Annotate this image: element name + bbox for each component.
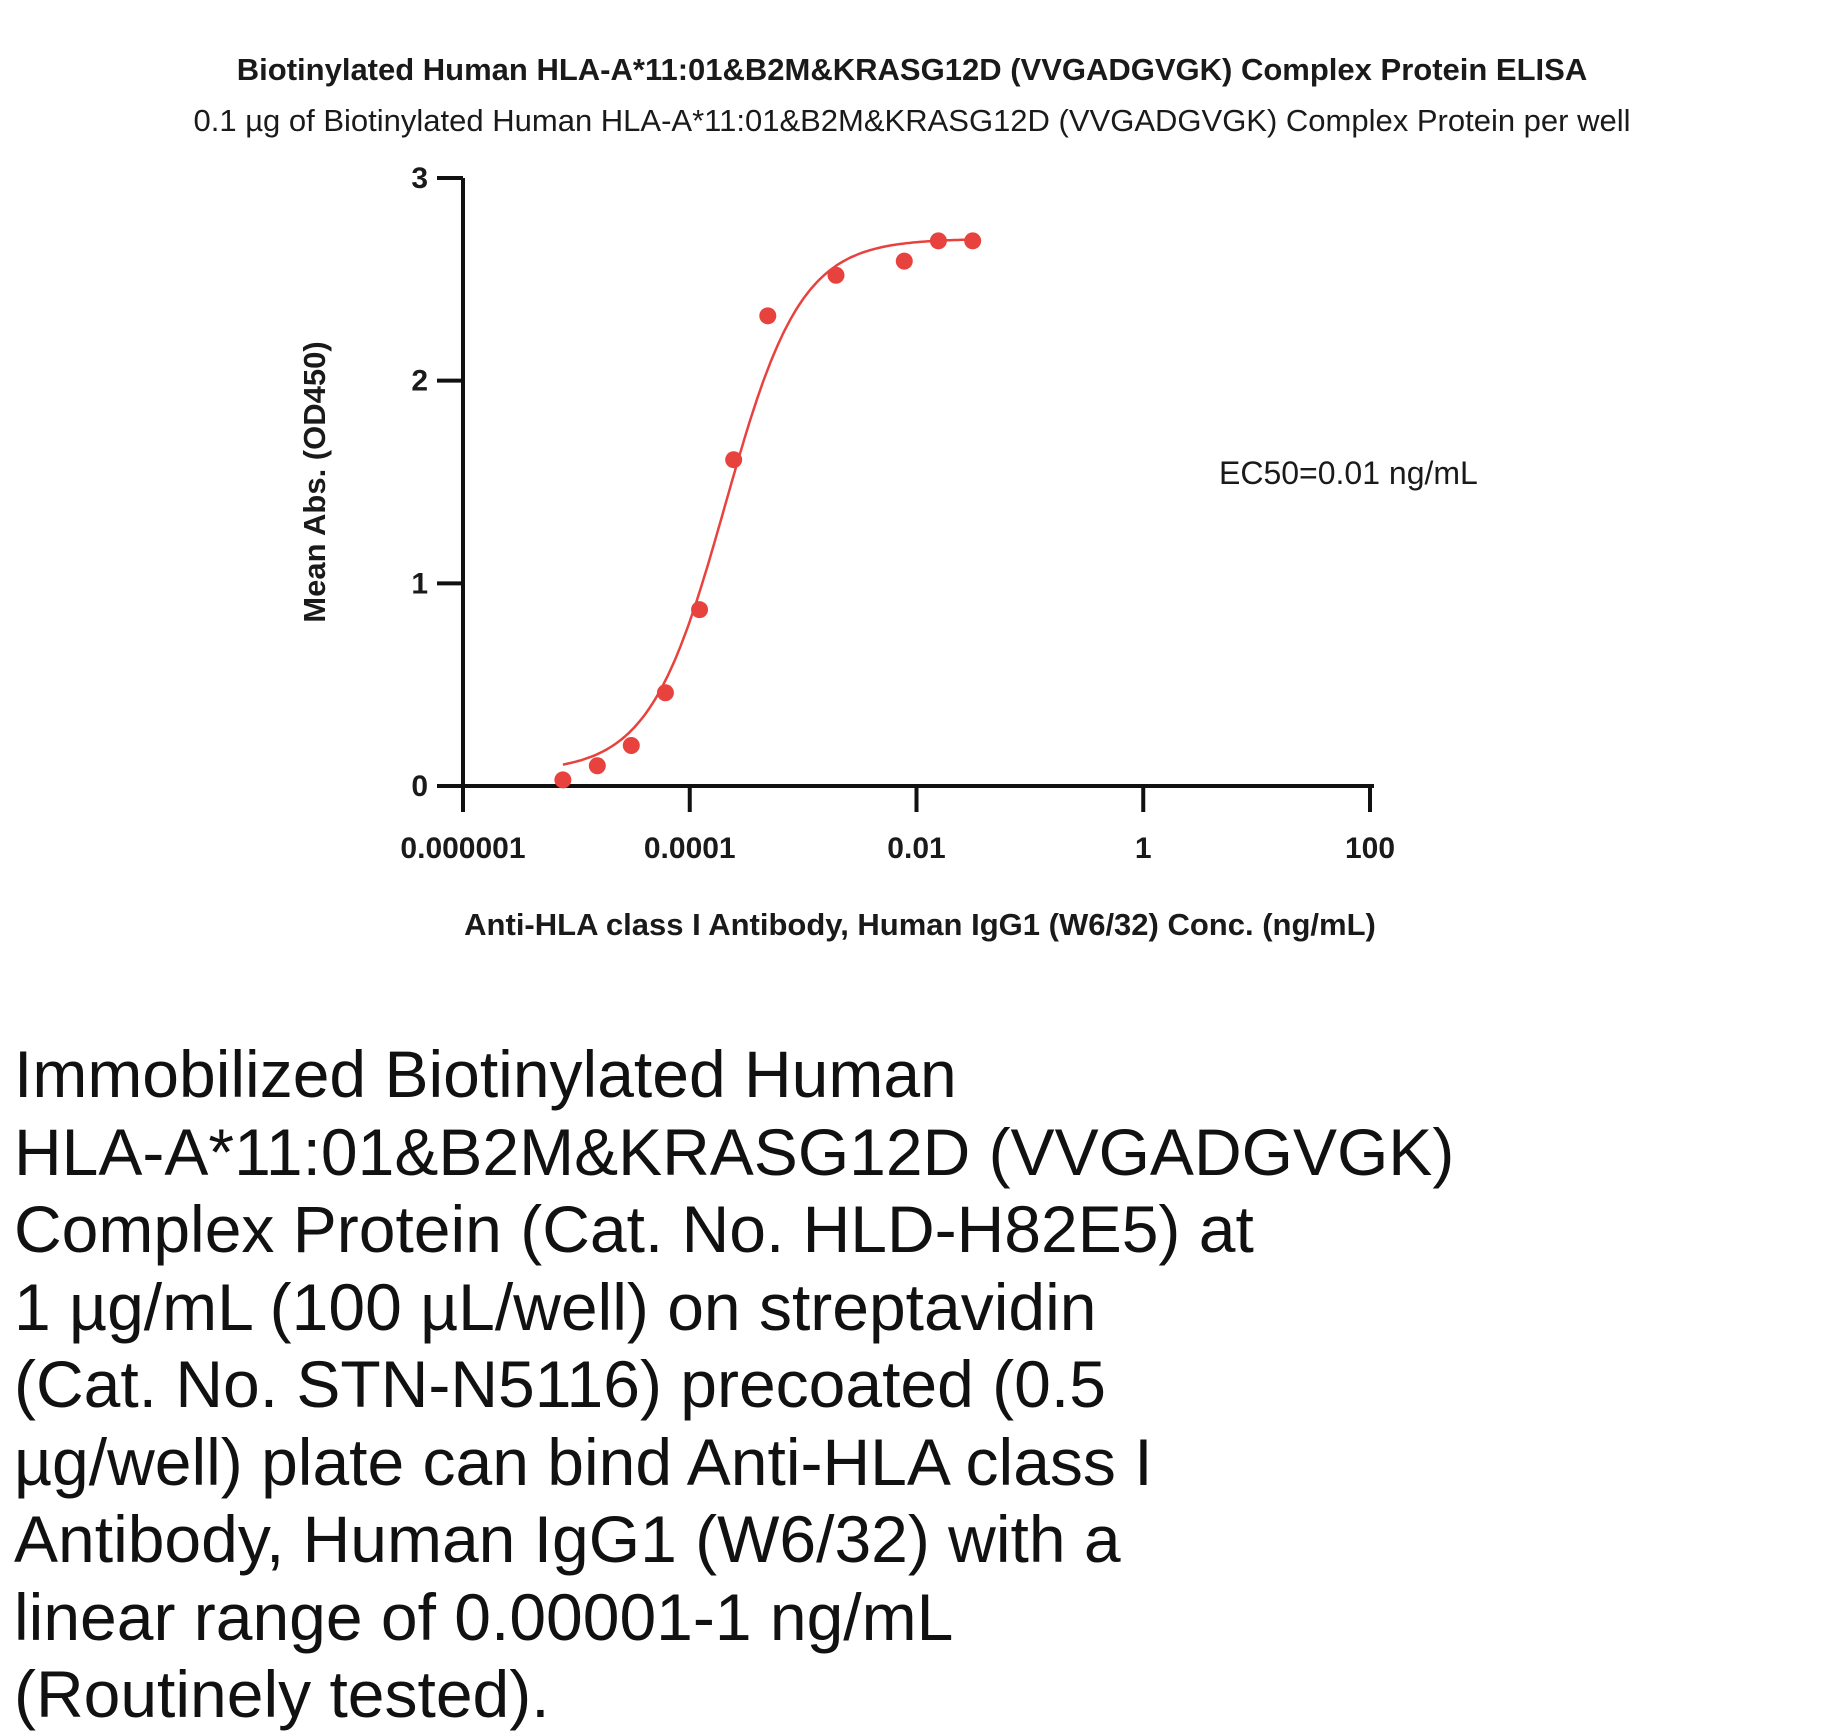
data-point [929,232,947,250]
data-point [622,736,640,754]
y-tick-label: 1 [411,567,428,600]
x-axis-label: Anti-HLA class I Antibody, Human IgG1 (W… [464,907,1376,942]
caption-line: Immobilized Biotinylated Human [14,1037,957,1111]
data-point [588,757,606,775]
x-tick-label: 0.000001 [400,832,525,865]
caption-line: µg/well) plate can bind Anti-HLA class I [14,1424,1153,1499]
caption-line: Complex Protein (Cat. No. HLD-H82E5) at [14,1192,1254,1266]
ec50-annotation: EC50=0.01 ng/mL [1219,455,1478,491]
y-axis-label: Mean Abs. (OD450) [297,341,332,622]
caption-line: 1 µg/mL (100 µL/well) on streptavidin [14,1269,1097,1344]
caption-line: HLA-A*11:01&B2M&KRASG12D (VVGADGVGK) [14,1114,1455,1189]
caption-line: (Routinely tested). [14,1657,550,1731]
data-point [895,252,913,270]
data-point [827,266,845,284]
x-tick-label: 0.0001 [644,832,736,865]
data-point [656,684,674,702]
elisa-chart: Biotinylated Human HLA-A*11:01&B2M&KRASG… [193,52,1630,942]
x-tick-label: 0.01 [887,832,945,865]
x-tick-label: 100 [1345,832,1395,865]
chart-subtitle: 0.1 µg of Biotinylated Human HLA-A*11:01… [193,103,1630,138]
data-point [725,451,743,469]
figure-caption: Immobilized Biotinylated Human HLA-A*11:… [14,1036,1514,1734]
y-tick-label: 3 [411,162,428,195]
y-tick-label: 0 [411,770,428,803]
y-tick-label: 2 [411,365,428,398]
caption-line: (Cat. No. STN-N5116) precoated (0.5 [14,1347,1106,1421]
data-point [554,771,572,789]
chart-title: Biotinylated Human HLA-A*11:01&B2M&KRASG… [237,52,1587,87]
caption-line: Antibody, Human IgG1 (W6/32) with a [14,1502,1121,1576]
caption-line: linear range of 0.00001-1 ng/mL [14,1579,954,1654]
x-tick-label: 1 [1135,832,1152,865]
fit-curve [562,238,973,766]
data-point [964,232,982,250]
data-point [691,601,709,619]
data-point [759,307,777,325]
